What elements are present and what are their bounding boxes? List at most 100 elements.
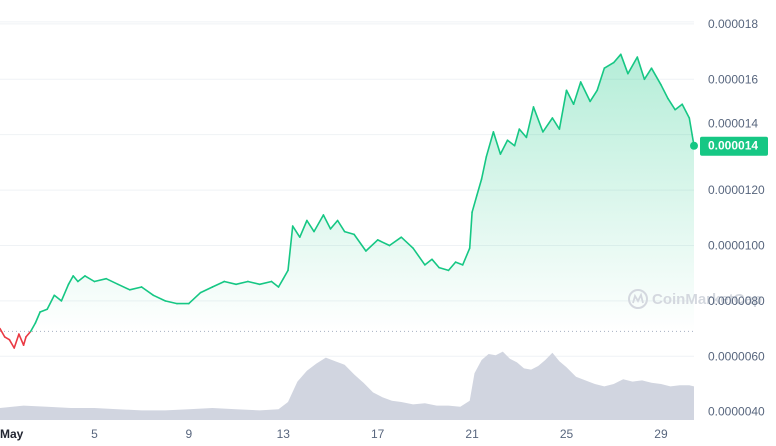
price-segment (343, 230, 355, 236)
price-segment (0, 327, 6, 338)
price-segment (105, 277, 119, 286)
price-segment (499, 139, 509, 155)
volume-area (0, 351, 694, 420)
price-segment (60, 283, 70, 302)
price-segment (681, 103, 691, 119)
price-segment (579, 81, 591, 103)
price-segment (627, 56, 639, 75)
price-segment (525, 106, 535, 139)
price-segment (67, 275, 74, 286)
x-tick-label: 25 (560, 427, 574, 441)
price-segment (468, 211, 473, 249)
y-tick-label: 0.0000080 (708, 294, 765, 308)
y-tick-label: 0.0000100 (708, 238, 765, 252)
current-price-badge: 0.000014 (700, 136, 768, 156)
price-segment (551, 117, 561, 130)
y-tick-label: 0.000016 (708, 72, 758, 86)
price-segment (431, 258, 440, 269)
x-tick-label: 5 (91, 427, 98, 441)
price-segment (287, 225, 294, 272)
price-segment (258, 280, 273, 286)
price-segment (636, 56, 646, 81)
price-segment (199, 286, 214, 294)
price-segment (412, 247, 426, 266)
y-tick-label: 0.0000040 (708, 405, 765, 419)
price-segment (667, 97, 676, 111)
price-segment (117, 283, 131, 291)
price-segment (565, 89, 575, 105)
price-segment (3, 336, 11, 341)
price-segment (29, 322, 37, 333)
current-price-label: 0.000014 (708, 139, 758, 153)
price-segment (46, 294, 56, 311)
price-segment (282, 269, 289, 280)
price-segment (93, 277, 107, 283)
price-area-fill (0, 54, 694, 332)
price-segment (447, 261, 457, 272)
price-segment (572, 81, 582, 105)
price-segment (291, 225, 301, 238)
price-segment (188, 291, 202, 305)
price-segment (140, 286, 155, 297)
x-tick-label: 21 (465, 427, 479, 441)
price-segment (22, 336, 27, 347)
price-segment (72, 275, 79, 283)
price-segment (164, 300, 178, 305)
price-segment (53, 294, 63, 302)
price-segment (365, 239, 379, 252)
x-tick-label: 13 (277, 427, 291, 441)
price-segment (603, 61, 615, 69)
x-tick-label: 29 (654, 427, 668, 441)
price-segment (589, 89, 599, 103)
price-segment (558, 89, 568, 130)
price-segment (650, 67, 662, 86)
price-segment (313, 214, 325, 233)
price-area (0, 54, 694, 332)
price-segment (454, 261, 464, 266)
price-segment (376, 239, 391, 247)
price-segment (688, 117, 695, 147)
x-tick-label: 9 (185, 427, 192, 441)
price-segment (674, 103, 684, 111)
x-axis: May 5 9 13 17 21 25 29 (0, 427, 668, 441)
watermark-text: CoinMarketCap (652, 291, 762, 308)
price-segment (438, 266, 450, 272)
y-tick-label: 0.0000060 (708, 349, 765, 363)
price-segment (388, 236, 403, 247)
price-segment (8, 338, 15, 349)
price-segment (329, 219, 339, 230)
price-segment (660, 84, 669, 100)
price-segment (298, 219, 308, 238)
price-segment (34, 311, 41, 324)
price-segment (211, 280, 226, 288)
price-series (0, 53, 698, 349)
current-price-badge-bg (700, 136, 768, 156)
price-segment (336, 219, 346, 233)
price-segment (596, 67, 606, 92)
price-segment (492, 131, 502, 155)
price-segment (247, 280, 261, 286)
price-segment (277, 277, 285, 288)
price-segment (424, 258, 433, 266)
price-segment (235, 280, 249, 286)
price-segment (643, 67, 653, 81)
price-segment (400, 236, 414, 249)
coinmarketcap-logo-icon (628, 289, 648, 309)
price-segment (129, 286, 143, 291)
price-segment (471, 194, 478, 213)
price-segment (461, 247, 471, 266)
price-segment (270, 280, 280, 288)
price-segment (619, 53, 629, 75)
price-segment (475, 178, 483, 197)
price-segment (506, 139, 516, 147)
price-segment (542, 117, 554, 133)
y-axis: 0.0000040 0.0000060 0.0000080 0.0000100 0.00… (708, 17, 765, 419)
coinmarketcap-watermark: CoinMarketCap (628, 289, 762, 309)
price-segment (84, 275, 96, 283)
current-price-point (690, 141, 698, 150)
price-segment (322, 214, 332, 230)
price-segment (518, 128, 528, 139)
price-segment (18, 333, 25, 347)
y-tick-label: 0.000018 (708, 17, 758, 31)
